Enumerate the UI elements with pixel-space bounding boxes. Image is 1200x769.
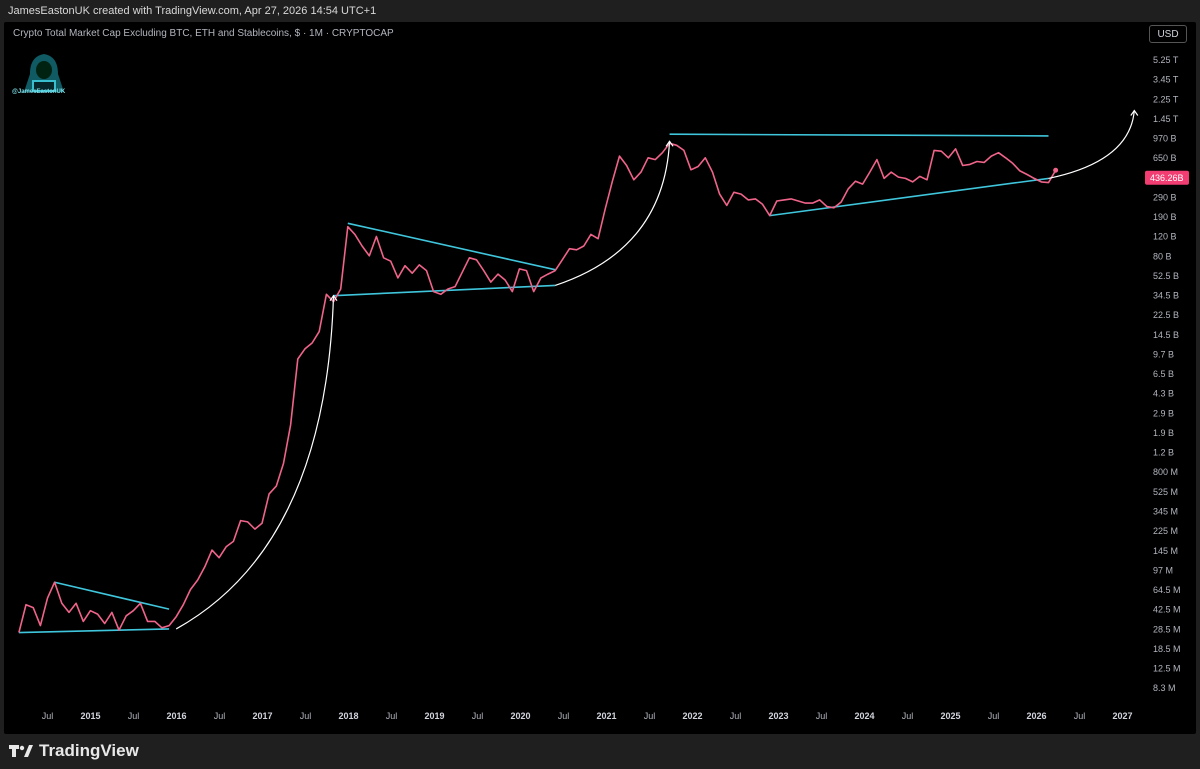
y-tick-label: 42.5 M: [1153, 605, 1181, 615]
x-tick-year: 2026: [1026, 711, 1046, 721]
arrow-head: [665, 140, 674, 147]
x-tick-year: 2021: [596, 711, 616, 721]
x-tick-month: Jul: [816, 711, 828, 721]
x-tick-month: Jul: [1074, 711, 1086, 721]
y-tick-label: 8.3 M: [1153, 683, 1176, 693]
y-tick-label: 9.7 B: [1153, 349, 1174, 359]
y-tick-label: 290 B: [1153, 192, 1177, 202]
projection-arrow: [175, 295, 335, 630]
y-tick-label: 345 M: [1153, 506, 1178, 516]
y-tick-label: 120 B: [1153, 232, 1177, 242]
trendline: [18, 628, 170, 634]
last-price-badge: 436.26B: [1145, 170, 1189, 185]
y-tick-label: 52.5 B: [1153, 271, 1179, 281]
projection-arrow: [554, 141, 671, 287]
x-tick-month: Jul: [472, 711, 484, 721]
trendline: [54, 581, 170, 610]
y-tick-label: 6.5 B: [1153, 369, 1174, 379]
y-tick-label: 1.9 B: [1153, 428, 1174, 438]
x-tick-month: Jul: [644, 711, 656, 721]
x-tick-month: Jul: [386, 711, 398, 721]
arrow-head: [329, 294, 338, 302]
x-tick-month: Jul: [558, 711, 570, 721]
x-tick-month: Jul: [988, 711, 1000, 721]
y-tick-label: 190 B: [1153, 212, 1177, 222]
y-tick-label: 525 M: [1153, 487, 1178, 497]
currency-button[interactable]: USD: [1149, 25, 1187, 43]
y-tick-label: 22.5 B: [1153, 310, 1179, 320]
footer: TradingView: [0, 734, 1200, 769]
y-tick-label: 18.5 M: [1153, 644, 1181, 654]
x-tick-year: 2018: [338, 711, 358, 721]
x-tick-year: 2020: [510, 711, 530, 721]
x-tick-month: Jul: [128, 711, 140, 721]
price-line: [18, 142, 1057, 633]
y-tick-label: 3.45 T: [1153, 75, 1179, 85]
x-tick-year: 2025: [940, 711, 960, 721]
tradingview-brand: TradingView: [39, 741, 139, 760]
y-tick-label: 64.5 M: [1153, 585, 1181, 595]
projection-arrow: [1048, 110, 1135, 179]
y-tick-label: 14.5 B: [1153, 330, 1179, 340]
y-tick-label: 80 B: [1153, 251, 1172, 261]
x-tick-month: Jul: [730, 711, 742, 721]
trendline: [669, 133, 1049, 137]
watermark-handle: @JamesEastonUK: [12, 89, 66, 95]
trendline: [333, 284, 556, 297]
y-tick-label: 970 B: [1153, 134, 1177, 144]
tradingview-logo: TradingView: [9, 740, 139, 762]
trendline: [347, 222, 556, 271]
y-tick-label: 145 M: [1153, 546, 1178, 556]
trendline: [769, 177, 1049, 217]
y-tick-label: 1.2 B: [1153, 448, 1174, 458]
tradingview-logo-icon: [9, 745, 33, 757]
y-tick-label: 2.9 B: [1153, 408, 1174, 418]
x-tick-year: 2022: [682, 711, 702, 721]
y-tick-label: 2.25 T: [1153, 94, 1179, 104]
x-tick-month: Jul: [902, 711, 914, 721]
x-tick-month: Jul: [42, 711, 54, 721]
top-bar: JamesEastonUK created with TradingView.c…: [0, 0, 1200, 22]
x-tick-year: 2015: [80, 711, 100, 721]
x-tick-year: 2016: [166, 711, 186, 721]
x-tick-year: 2027: [1112, 711, 1132, 721]
x-tick-year: 2017: [252, 711, 272, 721]
y-tick-label: 28.5 M: [1153, 624, 1181, 634]
y-tick-label: 225 M: [1153, 526, 1178, 536]
x-tick-year: 2019: [424, 711, 444, 721]
y-tick-label: 800 M: [1153, 467, 1178, 477]
market-cap-chart[interactable]: 5.25 T 3.45 T 2.25 T 1.45 T 970 B 650 B 436.26…: [4, 22, 1196, 734]
x-tick-year: 2023: [768, 711, 788, 721]
last-price-label: 436.26B: [1150, 173, 1184, 183]
symbol-line: Crypto Total Market Cap Excluding BTC, E…: [13, 28, 394, 39]
x-tick-year: 2024: [854, 711, 874, 721]
y-tick-label: 12.5 M: [1153, 664, 1181, 674]
y-tick-label: 650 B: [1153, 153, 1177, 163]
last-price-dot: [1053, 167, 1059, 173]
y-tick-label: 4.3 B: [1153, 389, 1174, 399]
x-tick-month: Jul: [300, 711, 312, 721]
y-tick-label: 97 M: [1153, 565, 1173, 575]
x-tick-month: Jul: [214, 711, 226, 721]
arrow-head: [1130, 109, 1139, 116]
y-tick-label: 1.45 T: [1153, 114, 1179, 124]
chart-panel[interactable]: Crypto Total Market Cap Excluding BTC, E…: [4, 22, 1196, 734]
y-tick-label: 34.5 B: [1153, 291, 1179, 301]
hacker-avatar-icon: [24, 54, 64, 92]
creator-line: JamesEastonUK created with TradingView.c…: [8, 5, 377, 17]
y-tick-label: 5.25 T: [1153, 55, 1179, 65]
